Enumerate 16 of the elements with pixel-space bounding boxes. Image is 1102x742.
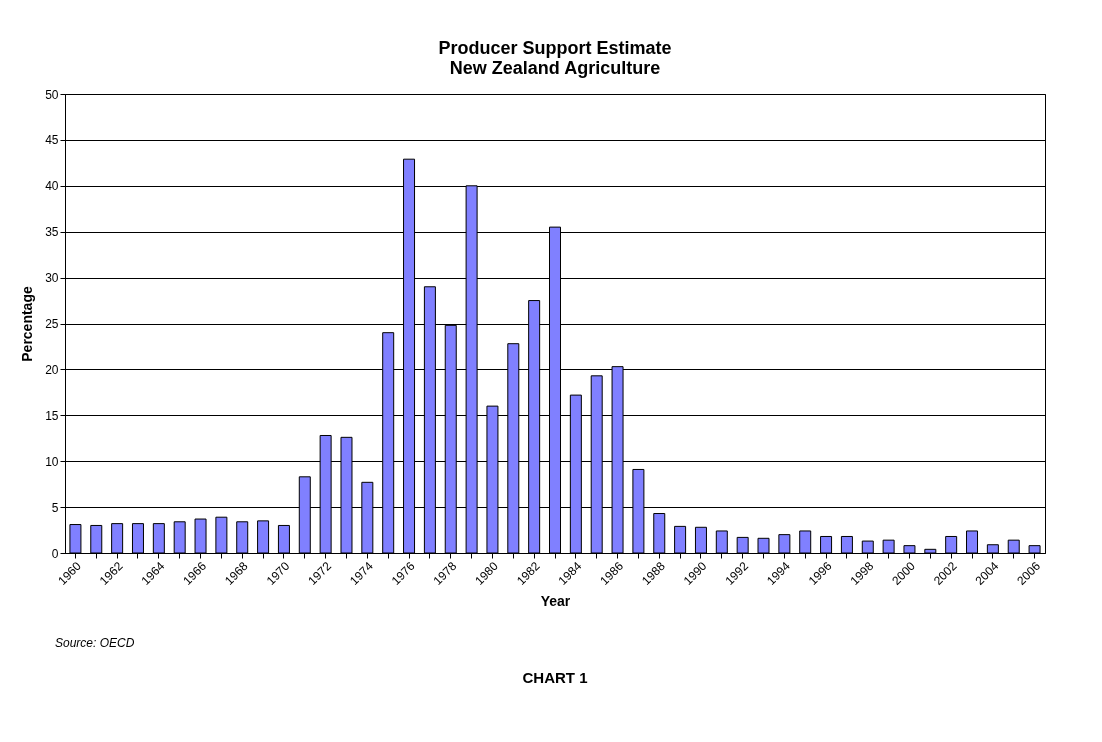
- y-tick-label: 0: [51, 546, 59, 561]
- y-tick-label: 20: [45, 362, 59, 377]
- y-tick-label: 5: [51, 500, 59, 515]
- y-tick-label: 10: [45, 454, 59, 469]
- y-tick-label: 50: [45, 87, 59, 102]
- x-axis-title: Year: [540, 593, 571, 610]
- source-note: Source: OECD: [55, 636, 135, 650]
- y-tick-label: 35: [45, 225, 59, 240]
- y-tick-label: 15: [45, 408, 59, 423]
- y-tick-label: 45: [45, 133, 59, 148]
- y-tick-label: 30: [45, 271, 59, 286]
- y-axis-title: Percentage: [19, 286, 36, 362]
- chart-title: Producer Support Estimate New Zealand Agriculture: [438, 38, 672, 78]
- y-tick-label: 25: [45, 317, 59, 331]
- y-tick-label: 40: [45, 179, 59, 194]
- caption: CHART 1: [522, 669, 588, 686]
